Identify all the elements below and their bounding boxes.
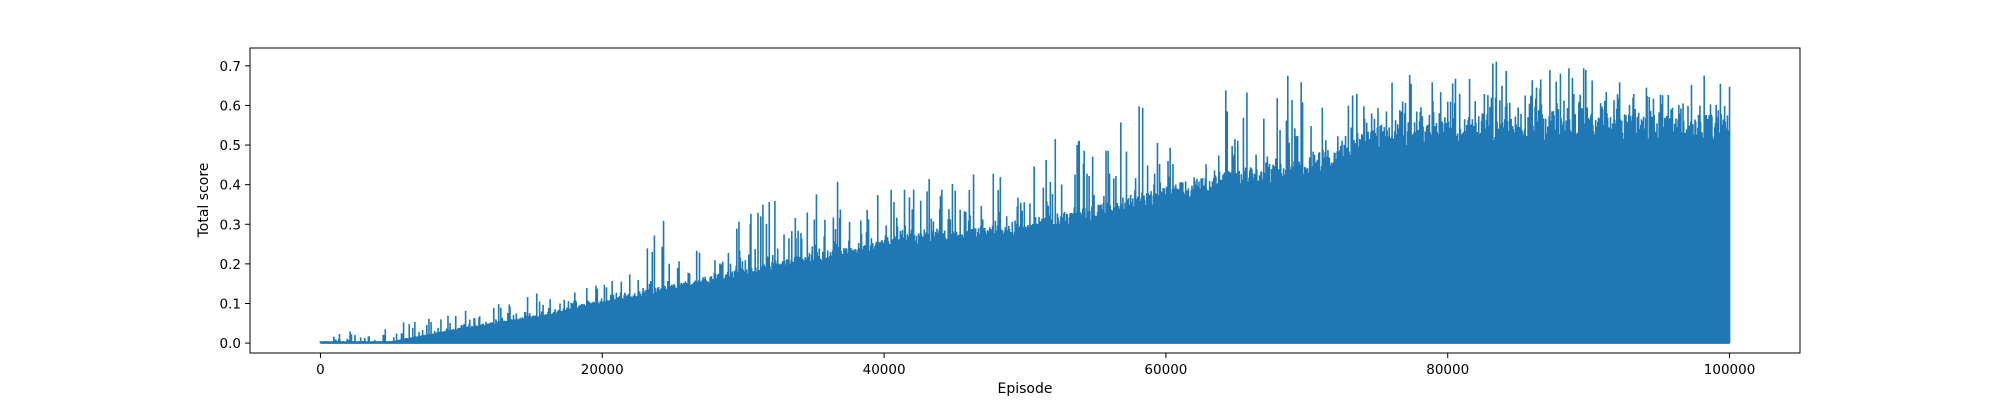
x-tick-label: 100000 [1704, 362, 1756, 378]
y-axis-ticks: 0.0 0.1 0.2 0.3 0.4 0.5 0.6 0.7 [220, 59, 250, 352]
x-tick-label: 40000 [863, 362, 906, 378]
y-tick-label: 0.6 [220, 98, 241, 114]
y-tick-label: 0.2 [220, 257, 241, 273]
y-tick-label: 0.4 [220, 178, 241, 194]
y-tick-label: 0.1 [220, 296, 241, 312]
y-axis-label: Total score [196, 163, 212, 239]
data-layer [319, 61, 1731, 344]
x-axis-ticks: 0 20000 40000 60000 80000 100000 [316, 353, 1755, 378]
x-axis-label: Episode [998, 381, 1053, 397]
y-tick-label: 0.0 [220, 336, 241, 352]
x-tick-label: 0 [316, 362, 325, 378]
axes-spines [249, 47, 1801, 354]
y-tick-label: 0.5 [220, 138, 241, 154]
y-tick-label: 0.3 [220, 217, 241, 233]
score-series-line [319, 61, 1731, 344]
plot-frame [249, 47, 1801, 354]
x-tick-label: 80000 [1426, 362, 1469, 378]
x-tick-label: 60000 [1144, 362, 1187, 378]
x-tick-label: 20000 [581, 362, 624, 378]
y-tick-label: 0.7 [220, 59, 241, 75]
